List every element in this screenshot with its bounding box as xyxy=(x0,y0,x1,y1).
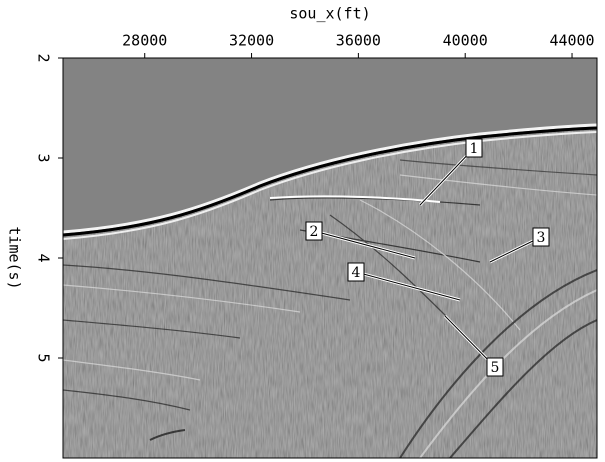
annotation-box xyxy=(486,357,504,377)
annotation-box xyxy=(305,221,323,241)
annotation-label: 1 xyxy=(470,141,479,157)
annotation-label: 2 xyxy=(310,224,319,240)
x-axis-label: sou_x(ft) xyxy=(289,5,370,23)
y-axis-label: time(s) xyxy=(6,226,24,289)
annotation-label: 5 xyxy=(491,360,500,376)
annotation-box xyxy=(465,138,483,158)
x-tick-label: 32000 xyxy=(229,32,274,50)
annotation-label: 3 xyxy=(537,230,546,246)
x-tick-label: 44000 xyxy=(549,32,594,50)
x-tick-label: 36000 xyxy=(336,32,381,50)
leader-line xyxy=(313,230,416,259)
annotation-box xyxy=(532,227,550,247)
annotation-label: 4 xyxy=(352,265,361,281)
x-tick-label: 40000 xyxy=(443,32,488,50)
seismic-image xyxy=(63,58,597,458)
leader-line xyxy=(355,271,461,301)
y-tick-label: 4 xyxy=(35,253,53,262)
annotations: 1 2 3 4 5 xyxy=(305,138,550,377)
y-tick-label: 2 xyxy=(35,53,53,62)
leader-line xyxy=(419,147,475,206)
annotation-box xyxy=(347,262,365,282)
y-tick-label: 3 xyxy=(35,153,53,162)
x-tick-label: 28000 xyxy=(122,32,167,50)
y-tick-label: 5 xyxy=(35,353,53,362)
